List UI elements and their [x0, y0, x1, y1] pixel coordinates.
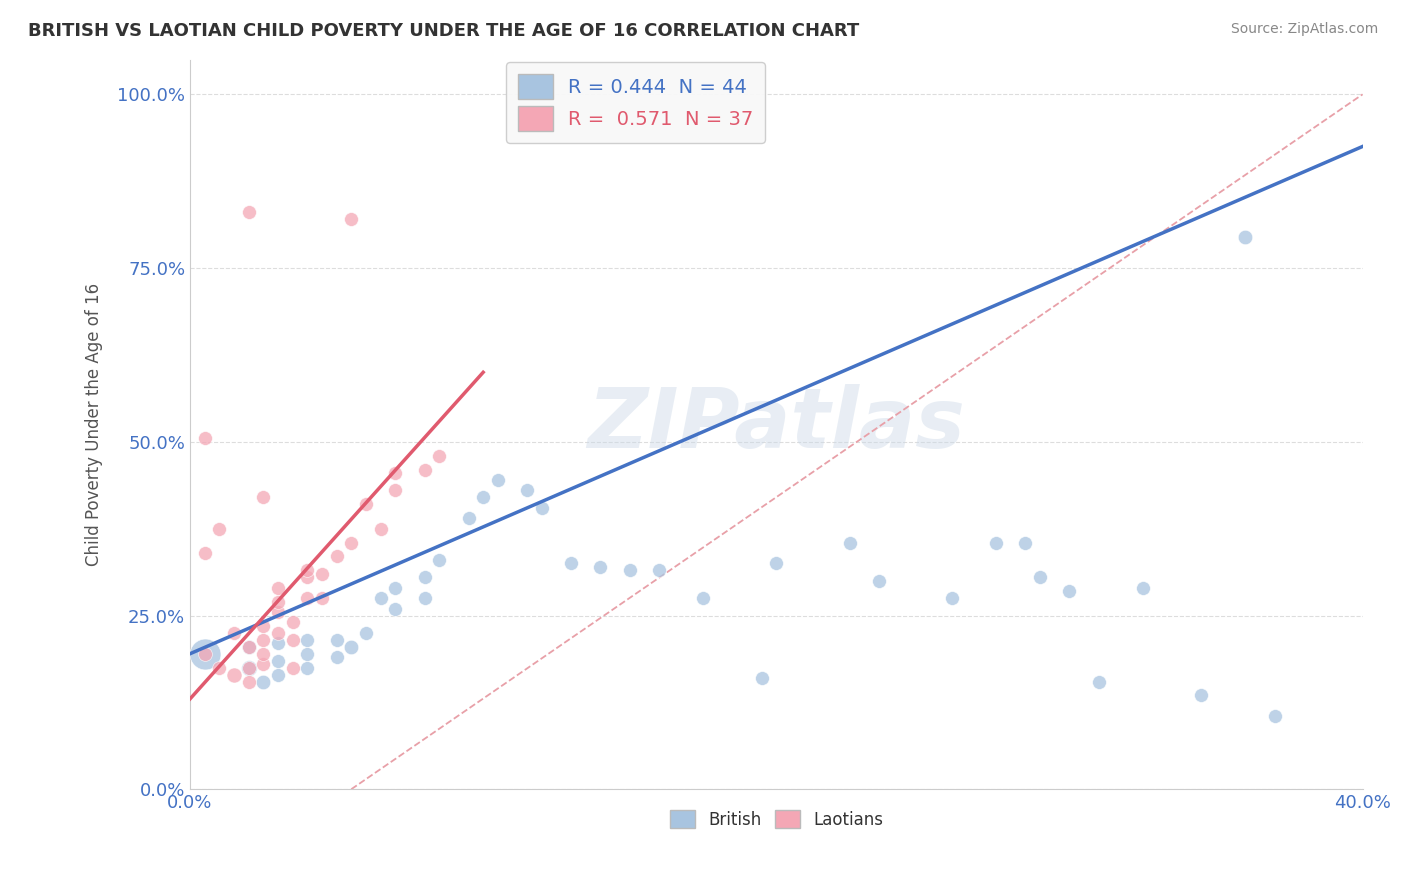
Point — [194, 647, 217, 661]
Point — [1264, 709, 1286, 723]
Point — [560, 557, 582, 571]
Point — [384, 601, 406, 615]
Point — [267, 636, 290, 650]
Point — [370, 522, 392, 536]
Point — [252, 674, 274, 689]
Y-axis label: Child Poverty Under the Age of 16: Child Poverty Under the Age of 16 — [86, 283, 103, 566]
Point — [281, 632, 304, 647]
Point — [252, 632, 274, 647]
Point — [252, 491, 274, 505]
Point — [413, 462, 436, 476]
Point — [267, 594, 290, 608]
Point — [384, 483, 406, 498]
Point — [486, 473, 509, 487]
Point — [297, 647, 319, 661]
Point — [370, 591, 392, 606]
Point — [427, 449, 450, 463]
Point — [238, 660, 260, 674]
Point — [208, 660, 231, 674]
Point — [238, 660, 260, 674]
Point — [413, 570, 436, 584]
Point — [238, 674, 260, 689]
Point — [589, 559, 612, 574]
Point — [311, 591, 333, 606]
Point — [238, 640, 260, 654]
Point — [194, 647, 217, 661]
Point — [530, 500, 553, 515]
Point — [297, 563, 319, 577]
Point — [222, 667, 245, 681]
Text: ZIPatlas: ZIPatlas — [588, 384, 966, 465]
Point — [340, 212, 363, 227]
Point — [297, 660, 319, 674]
Point — [1029, 570, 1052, 584]
Point — [765, 557, 787, 571]
Point — [354, 497, 377, 511]
Point — [692, 591, 714, 606]
Point — [238, 640, 260, 654]
Point — [252, 657, 274, 672]
Point — [1014, 535, 1036, 549]
Point — [311, 566, 333, 581]
Point — [267, 581, 290, 595]
Point — [194, 546, 217, 560]
Point — [1059, 584, 1081, 599]
Point — [986, 535, 1008, 549]
Point — [838, 535, 860, 549]
Point — [619, 563, 641, 577]
Point — [325, 632, 347, 647]
Point — [252, 619, 274, 633]
Point — [868, 574, 890, 588]
Point — [208, 522, 231, 536]
Point — [427, 553, 450, 567]
Point — [340, 535, 363, 549]
Point — [516, 483, 538, 498]
Point — [267, 605, 290, 619]
Point — [340, 640, 363, 654]
Point — [1234, 229, 1257, 244]
Point — [1087, 674, 1109, 689]
Point — [941, 591, 963, 606]
Point — [384, 581, 406, 595]
Point — [281, 615, 304, 630]
Point — [267, 667, 290, 681]
Point — [297, 570, 319, 584]
Point — [267, 625, 290, 640]
Legend: British, Laotians: British, Laotians — [664, 804, 890, 836]
Point — [1189, 689, 1212, 703]
Point — [648, 563, 671, 577]
Point — [281, 660, 304, 674]
Point — [413, 591, 436, 606]
Point — [297, 632, 319, 647]
Point — [325, 549, 347, 564]
Point — [1132, 581, 1154, 595]
Point — [354, 625, 377, 640]
Point — [238, 205, 260, 219]
Point — [252, 647, 274, 661]
Point — [472, 491, 495, 505]
Point — [222, 625, 245, 640]
Point — [297, 591, 319, 606]
Point — [194, 431, 217, 445]
Point — [267, 654, 290, 668]
Point — [384, 466, 406, 480]
Point — [457, 511, 479, 525]
Text: BRITISH VS LAOTIAN CHILD POVERTY UNDER THE AGE OF 16 CORRELATION CHART: BRITISH VS LAOTIAN CHILD POVERTY UNDER T… — [28, 22, 859, 40]
Text: Source: ZipAtlas.com: Source: ZipAtlas.com — [1230, 22, 1378, 37]
Point — [325, 650, 347, 665]
Point — [751, 671, 773, 685]
